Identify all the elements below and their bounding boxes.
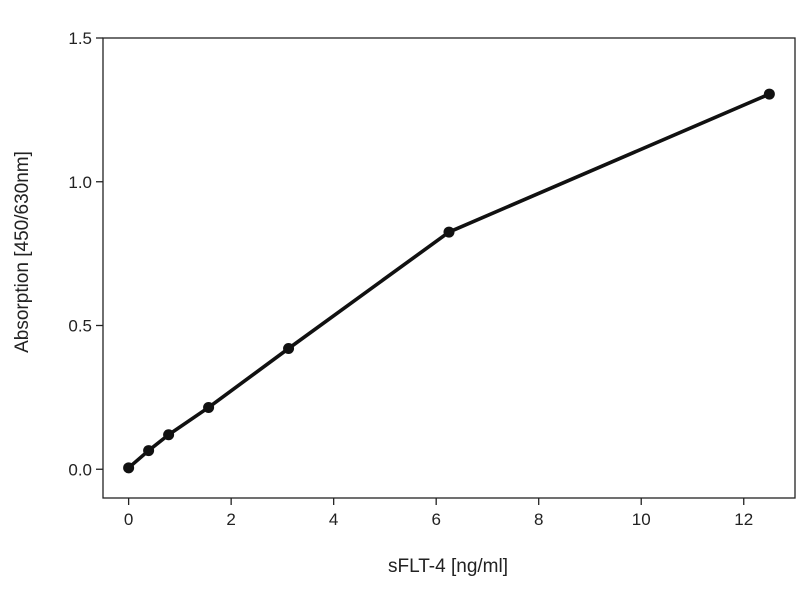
x-tick-label: 10 [632,510,651,529]
series-group [123,88,775,474]
y-tick-label: 1.5 [68,29,92,48]
x-tick-label: 6 [431,510,440,529]
y-tick-label: 0.0 [68,460,92,479]
series-line [126,92,772,470]
x-tick-label: 8 [534,510,543,529]
data-point [443,226,455,238]
y-tick-label: 0.5 [68,317,92,336]
x-tick-label: 4 [329,510,338,529]
x-axis-ticks: 0 2 4 6 8 10 12 [124,498,753,529]
x-tick-label: 12 [734,510,753,529]
x-tick-label: 0 [124,510,133,529]
x-tick-label: 2 [226,510,235,529]
data-point [203,401,215,413]
data-point [123,462,135,474]
y-axis-label: Absorption [450/630nm] [12,151,33,353]
data-point [763,88,775,100]
y-axis-ticks: 0.0 0.5 1.0 1.5 [68,29,103,479]
data-point [143,445,155,457]
data-point [163,429,175,441]
data-point [283,343,295,354]
y-tick-label: 1.0 [68,173,92,192]
x-axis-label: sFLT-4 [ng/ml] [388,556,508,577]
plot-frame [102,37,796,499]
